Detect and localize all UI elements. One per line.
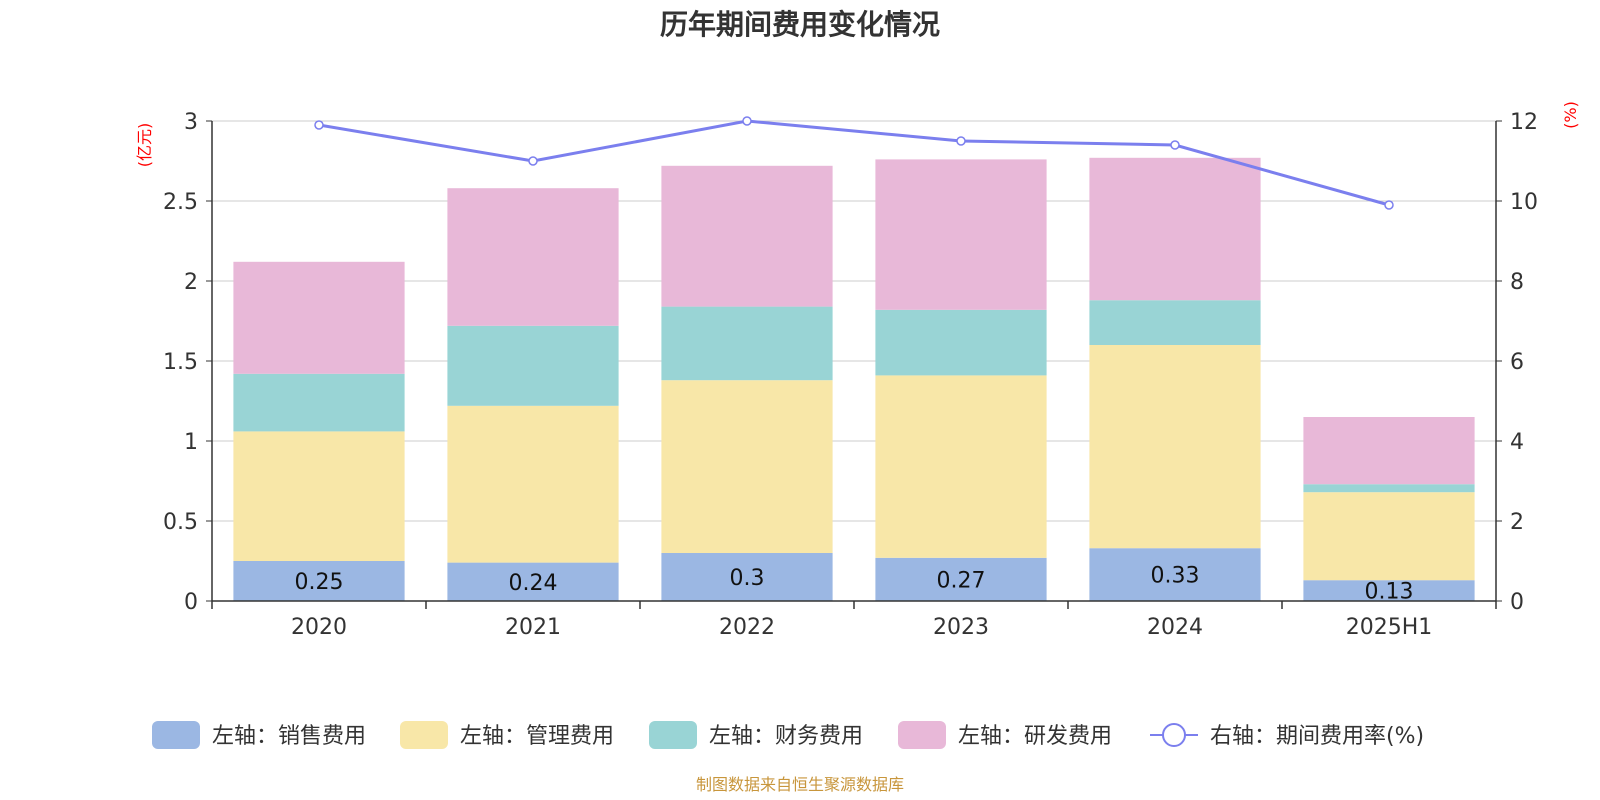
right-tick-label: 8 [1510, 270, 1524, 295]
right-tick-label: 2 [1510, 510, 1524, 535]
bar-segment [1089, 345, 1261, 549]
left-tick-label: 0 [184, 590, 198, 615]
x-tick-label: 2022 [719, 615, 775, 640]
right-tick-label: 0 [1510, 590, 1524, 615]
legend-label: 左轴：销售费用 [212, 724, 366, 749]
left-axis-unit: (亿元) [135, 123, 154, 168]
left-tick-label: 2.5 [163, 190, 198, 215]
x-tick-label: 2025H1 [1346, 615, 1433, 640]
bar-segment [447, 325, 619, 406]
bar-segment [233, 561, 405, 601]
bar-segment [233, 431, 405, 561]
bar-segment [447, 188, 619, 326]
bars [233, 157, 1475, 601]
data-label: 0.3 [730, 566, 765, 591]
x-tick-label: 2023 [933, 615, 989, 640]
bar-segment [875, 159, 1047, 310]
rate-line [318, 119, 1390, 207]
right-tick-label: 6 [1510, 350, 1524, 375]
chart-title: 历年期间费用变化情况 [660, 8, 940, 41]
left-tick-label: 1 [184, 430, 198, 455]
bar-segment [1089, 548, 1261, 601]
line-series [314, 116, 1394, 210]
axes: 0 0.5 1 1.5 2 2.5 3 0 2 4 6 8 10 12 2020 2021 2022 2023 20… [163, 110, 1538, 640]
right-tick-label: 4 [1510, 430, 1524, 455]
legend-swatch [400, 721, 448, 749]
rate-point [1384, 200, 1394, 210]
rate-point [742, 116, 752, 126]
legend-label: 右轴：期间费用率(%) [1210, 724, 1424, 749]
bar-segment [661, 306, 833, 381]
rate-point [956, 136, 966, 146]
x-tick-label: 2021 [505, 615, 561, 640]
x-tick-label: 2024 [1147, 615, 1203, 640]
grid [212, 120, 1496, 522]
bar-segment [447, 405, 619, 563]
left-tick-label: 1.5 [163, 350, 198, 375]
data-label: 0.24 [509, 571, 558, 596]
legend-marker [1162, 723, 1186, 747]
data-label: 0.33 [1151, 564, 1200, 589]
right-tick-label: 12 [1510, 110, 1538, 135]
bar-segment [447, 562, 619, 601]
bar-segment [233, 373, 405, 432]
data-label: 0.27 [937, 568, 986, 593]
bar-segment [1089, 300, 1261, 345]
legend-label: 左轴：研发费用 [958, 724, 1112, 749]
bar-segment [661, 165, 833, 307]
left-tick-label: 3 [184, 110, 198, 135]
legend-swatch [649, 721, 697, 749]
bar-segment [875, 375, 1047, 558]
bar-segment [661, 380, 833, 553]
bar-segment [1303, 580, 1475, 601]
legend-label: 左轴：财务费用 [709, 724, 863, 749]
bar-segment [1303, 492, 1475, 581]
left-tick-label: 0.5 [163, 510, 198, 535]
bar-segment [875, 309, 1047, 376]
left-tick-label: 2 [184, 270, 198, 295]
data-label: 0.25 [295, 570, 344, 595]
bar-segment [875, 557, 1047, 601]
bar-segment [1303, 484, 1475, 493]
bar-segment [1303, 417, 1475, 485]
rate-point [528, 156, 538, 166]
rate-point [1170, 140, 1180, 150]
legend-swatch [898, 721, 946, 749]
right-axis-unit: (%) [1561, 101, 1580, 129]
rate-point [314, 120, 324, 130]
source-note: 制图数据来自恒生聚源数据库 [696, 775, 904, 794]
data-labels: 0.25 0.24 0.3 0.27 0.330.13 [295, 564, 1414, 605]
x-tick-label: 2020 [291, 615, 347, 640]
right-tick-label: 10 [1510, 190, 1538, 215]
legend: 左轴：销售费用 左轴：管理费用 左轴：财务费用 左轴：研发费用 右轴：期间费用率(%) [152, 721, 1424, 749]
bar-segment [1089, 157, 1261, 301]
legend-swatch [152, 721, 200, 749]
bar-segment [233, 261, 405, 374]
legend-label: 左轴：管理费用 [460, 724, 614, 749]
bar-segment [661, 553, 833, 601]
